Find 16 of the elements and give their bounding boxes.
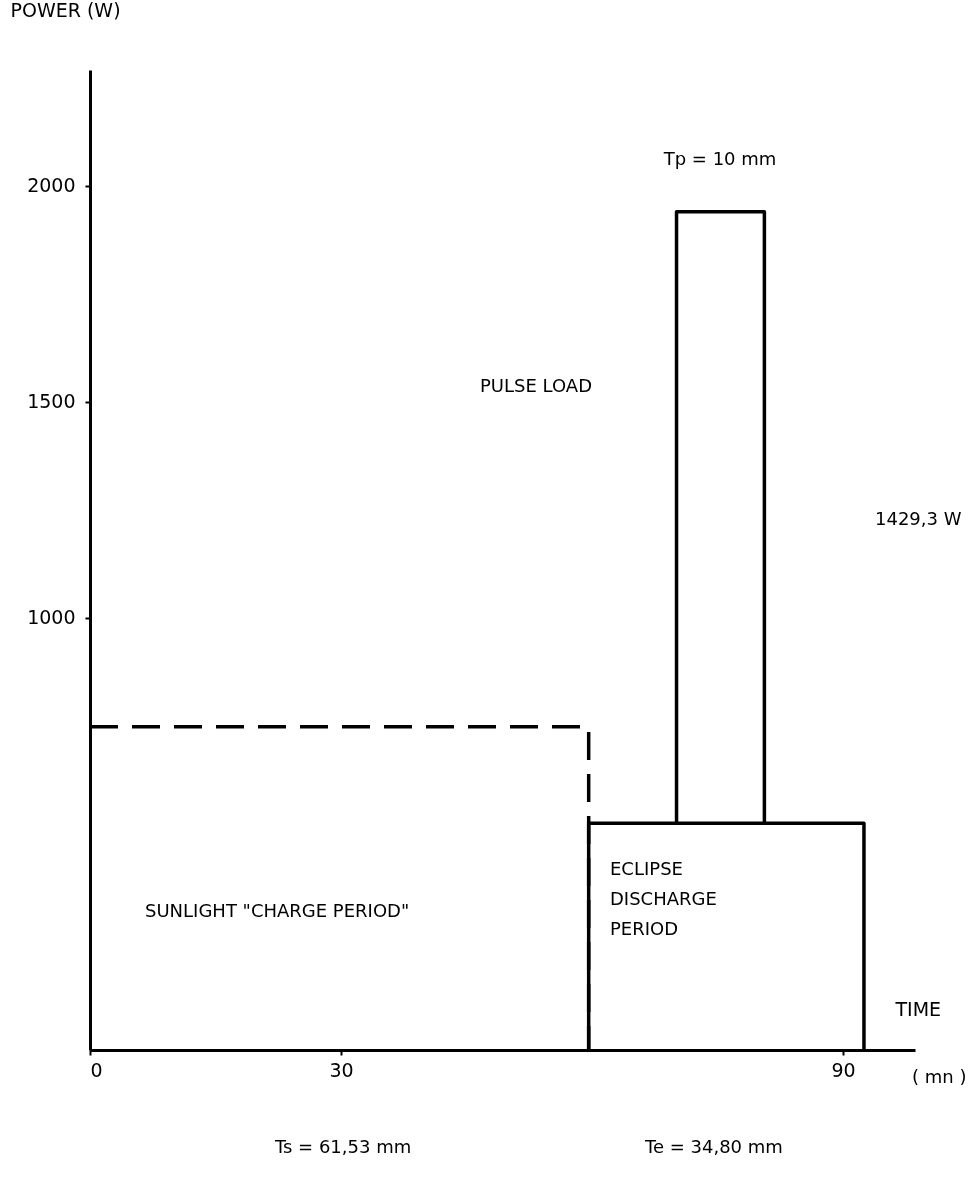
x-tick-label: 90 (831, 1058, 856, 1081)
annotation: SUNLIGHT "CHARGE PERIOD" (145, 900, 410, 921)
annotation: ECLIPSE DISCHARGE PERIOD (610, 858, 717, 939)
text: Te = 34,80 mm (644, 1136, 783, 1157)
y-tick-label: 1000 (27, 606, 76, 629)
annotation: 1429,3 W (875, 508, 962, 529)
y-tick-label: 1500 (27, 390, 76, 413)
y-tick-label: 2000 (27, 174, 76, 197)
annotation: Tp = 10 mm (662, 148, 777, 169)
x-tick-label: 0 (90, 1058, 103, 1081)
text: Ts = 61,53 mm (274, 1136, 412, 1157)
text: ( mn ) (912, 1066, 967, 1087)
x-axis-title: TIME (894, 997, 942, 1020)
y-axis-title: POWER (W) (10, 0, 121, 21)
annotation: PULSE LOAD (480, 375, 592, 396)
x-tick-label: 30 (329, 1058, 354, 1081)
